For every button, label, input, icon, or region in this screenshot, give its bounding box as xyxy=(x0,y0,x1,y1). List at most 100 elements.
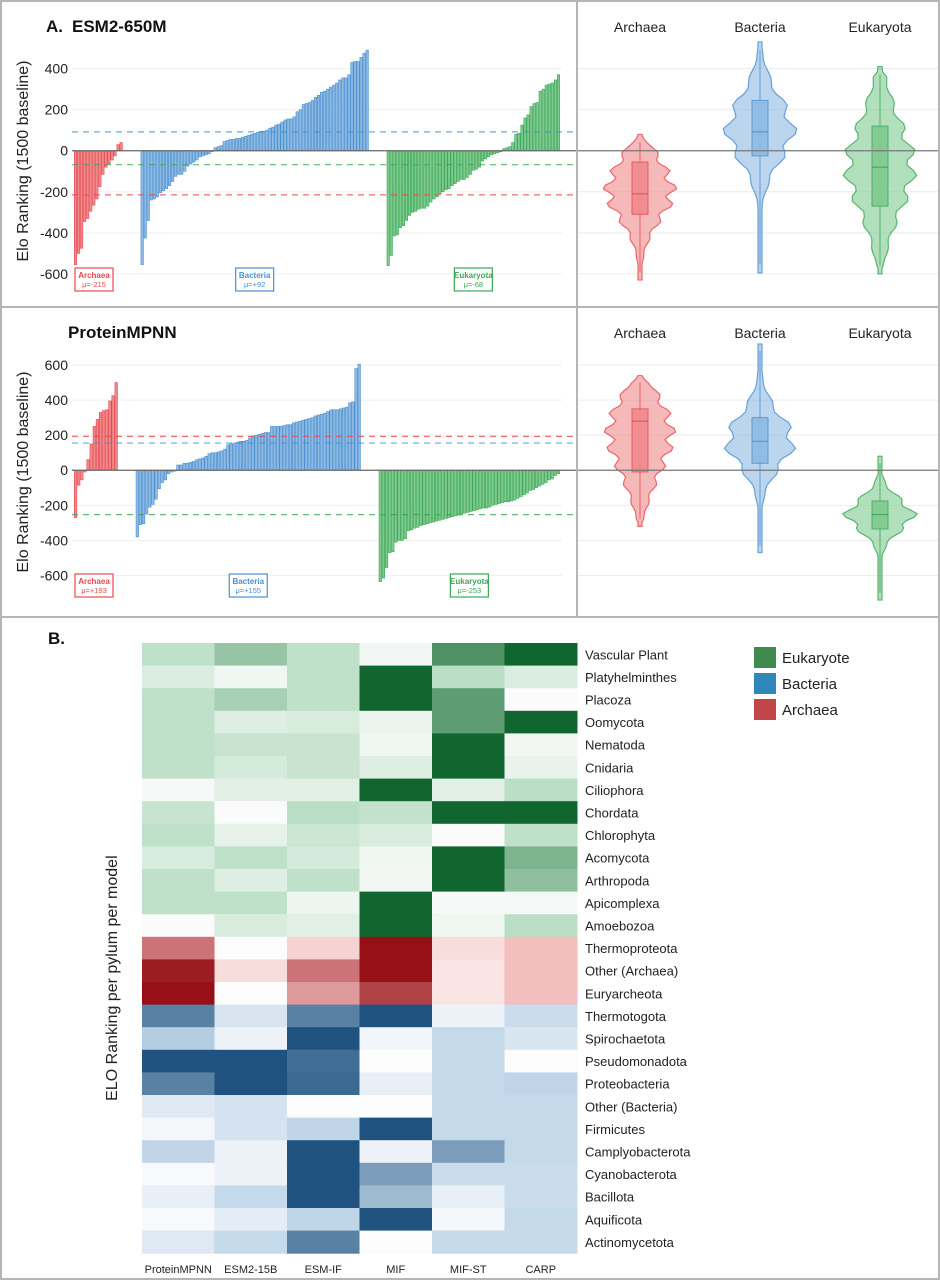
bar-bacteria xyxy=(273,426,277,471)
heatmap-cell xyxy=(214,914,288,938)
y-tick-label: 0 xyxy=(60,143,68,159)
heatmap-cell xyxy=(504,982,578,1006)
bar-eukaryota xyxy=(400,469,404,541)
panel-heatmap: B. Vascular Plant Platyhelminthes Placoza O… xyxy=(0,616,940,1280)
bar-bacteria xyxy=(288,424,292,471)
heatmap-column-label: MIF xyxy=(386,1264,405,1276)
box-eukaryota xyxy=(871,125,889,207)
heatmap-column-label: CARP xyxy=(525,1264,556,1276)
group-name: Eukaryota xyxy=(450,577,489,586)
bar-bacteria xyxy=(274,124,278,152)
bar-eukaryota xyxy=(525,469,529,494)
panel-a-label: A. xyxy=(46,17,63,36)
heatmap-cell xyxy=(142,665,215,689)
heatmap-cell xyxy=(287,710,360,734)
bar-eukaryota xyxy=(519,469,523,497)
bar-eukaryota xyxy=(386,150,390,266)
heatmap-cell xyxy=(287,733,360,757)
heatmap-cell xyxy=(432,1185,505,1209)
heatmap-cell xyxy=(359,959,433,983)
bar-eukaryota xyxy=(466,469,470,513)
bar-bacteria xyxy=(240,137,245,152)
heatmap-cell xyxy=(504,665,578,689)
heatmap-cell xyxy=(432,982,505,1006)
heatmap-cell xyxy=(359,1140,433,1164)
legend-label: Archaea xyxy=(782,702,839,719)
bar-bacteria xyxy=(354,368,358,471)
heatmap-cell xyxy=(287,1162,360,1186)
heatmap-cell xyxy=(287,959,360,983)
heatmap-cell xyxy=(214,710,288,734)
heatmap-row-label: Camplyobacterota xyxy=(585,1145,691,1160)
bar-eukaryota xyxy=(413,469,417,529)
bar-eukaryota xyxy=(459,469,464,515)
heatmap-cell xyxy=(504,1208,578,1232)
bar-eukaryota xyxy=(392,150,396,237)
heatmap-cell xyxy=(504,846,578,870)
heatmap-cell xyxy=(142,688,215,712)
bar-eukaryota xyxy=(513,469,517,501)
bar-eukaryota xyxy=(384,469,389,568)
bar-bacteria xyxy=(204,455,208,471)
heatmap-cell xyxy=(504,733,578,757)
heatmap-row-label: Other (Bacteria) xyxy=(585,1099,677,1114)
bar-bacteria xyxy=(242,441,246,471)
heatmap-cell xyxy=(504,1230,578,1254)
bar-eukaryota xyxy=(416,469,420,528)
bar-eukaryota xyxy=(422,469,426,525)
bar-bacteria xyxy=(329,86,333,152)
bar-eukaryota xyxy=(475,469,479,511)
bar-eukaryota xyxy=(541,469,545,485)
heatmap-cell xyxy=(432,1004,505,1028)
heatmap-cell xyxy=(287,778,360,802)
heatmap-cell xyxy=(359,710,433,734)
chart-title: ProteinMPNN xyxy=(68,323,177,342)
bar-bacteria xyxy=(140,150,144,265)
bar-bacteria xyxy=(223,448,227,471)
heatmap-cell xyxy=(359,801,433,825)
group-label-box xyxy=(235,267,275,292)
heatmap-cell xyxy=(432,869,505,893)
y-tick-label: -400 xyxy=(40,225,68,241)
heatmap-cell xyxy=(142,1049,215,1073)
bar-bacteria xyxy=(356,61,360,152)
heatmap-cell xyxy=(432,846,505,870)
y-tick-label: 400 xyxy=(45,392,69,408)
heatmap-cell xyxy=(142,710,215,734)
y-axis-label: Elo Ranking (1500 baseline) xyxy=(15,60,32,261)
bar-eukaryota xyxy=(526,114,530,152)
chart-title: ESM2-650M xyxy=(72,17,166,36)
bar-bacteria xyxy=(263,432,267,471)
bar-eukaryota xyxy=(419,469,423,526)
bar-bacteria xyxy=(259,130,263,152)
bar-eukaryota xyxy=(453,150,457,184)
bar-bacteria xyxy=(229,443,233,471)
bar-bacteria xyxy=(195,150,199,161)
bar-bacteria xyxy=(323,412,327,471)
box-archaea xyxy=(631,161,649,215)
bar-eukaryota xyxy=(523,117,527,152)
bar-eukaryota xyxy=(488,469,492,508)
heatmap-cell xyxy=(432,1117,505,1141)
heatmap-cell xyxy=(504,823,578,847)
heatmap-cell xyxy=(214,1140,288,1164)
bar-eukaryota xyxy=(444,469,448,519)
bar-eukaryota xyxy=(394,469,398,543)
heatmap-cell xyxy=(359,778,433,802)
bar-bacteria xyxy=(164,150,169,190)
bar-eukaryota xyxy=(463,469,467,514)
bar-bacteria xyxy=(301,419,305,471)
heatmap-cell xyxy=(287,756,360,780)
y-tick-label: 0 xyxy=(60,462,68,478)
group-label-box xyxy=(453,267,493,292)
bar-bacteria xyxy=(155,150,159,198)
heatmap-cell xyxy=(142,823,215,847)
heatmap-cell xyxy=(214,1049,288,1073)
heatmap-cell xyxy=(432,823,505,847)
bar-eukaryota xyxy=(431,469,435,523)
heatmap-cell xyxy=(214,846,288,870)
heatmap-cell xyxy=(504,1072,578,1096)
heatmap-row-label: Bacillota xyxy=(585,1190,635,1205)
heatmap-cell xyxy=(142,801,215,825)
